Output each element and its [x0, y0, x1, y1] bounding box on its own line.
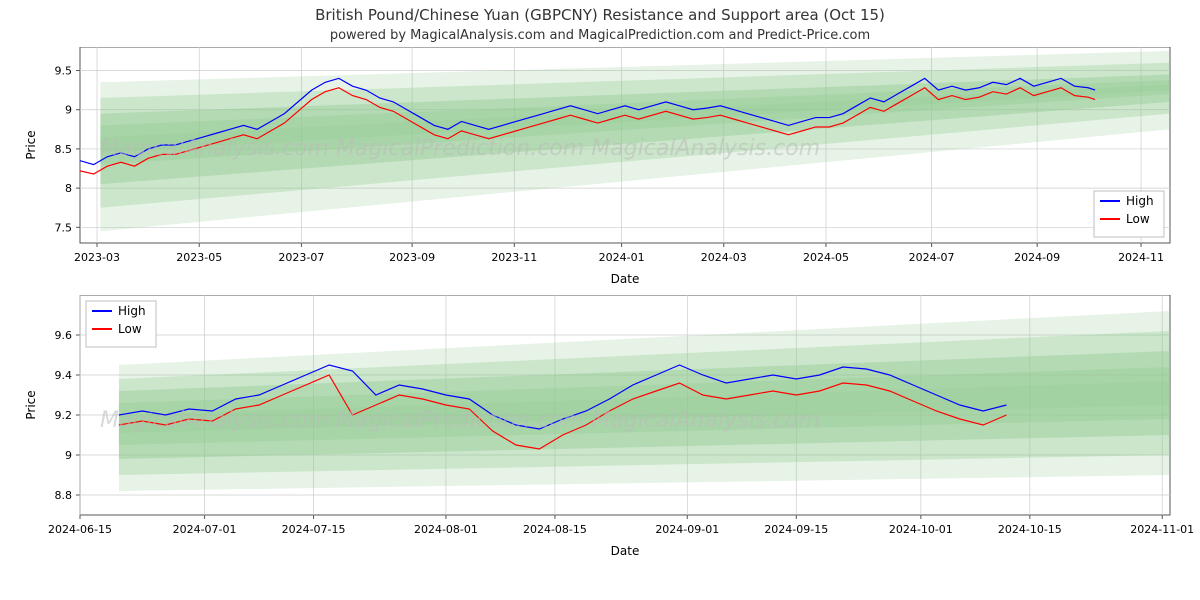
xtick-label: 2024-09-15	[764, 523, 828, 536]
top-chart: 7.5 8 8.5 9 9.5 2023-03 2023-05 2023-07 2023-09 2…	[0, 47, 1200, 295]
xtick-label: 2024-05	[803, 251, 849, 264]
xtick-label: 2023-05	[176, 251, 222, 264]
y-axis-label: Price	[24, 390, 38, 419]
xtick-label: 2024-09	[1014, 251, 1060, 264]
xtick-label: 2024-07-01	[173, 523, 237, 536]
ytick-label: 9.5	[55, 65, 73, 78]
page-subtitle: powered by MagicalAnalysis.com and Magic…	[0, 24, 1200, 47]
watermark-text: MagicalAnalysis.com MagicalPrediction.co…	[100, 136, 820, 161]
xtick-label: 2024-11-01	[1130, 523, 1194, 536]
xtick-label: 2023-09	[389, 251, 435, 264]
ytick-label: 9	[65, 449, 72, 462]
ytick-label: 9	[65, 104, 72, 117]
x-axis-label: Date	[611, 272, 640, 286]
ytick-label: 9.4	[55, 369, 73, 382]
xtick-label: 2024-10-01	[889, 523, 953, 536]
y-axis-label: Price	[24, 130, 38, 159]
legend-label: Low	[118, 322, 142, 336]
ytick-label: 8	[65, 182, 72, 195]
legend-label: Low	[1126, 212, 1150, 226]
xtick-label: 2024-07	[909, 251, 955, 264]
xtick-label: 2024-09-01	[655, 523, 719, 536]
ytick-label: 9.6	[55, 329, 73, 342]
xtick-label: 2023-07	[278, 251, 324, 264]
bottom-chart: 8.8 9 9.2 9.4 9.6 2024-06-15 2024-07-01 2024-07…	[0, 295, 1200, 575]
ytick-label: 8.8	[55, 489, 73, 502]
legend-label: High	[1126, 194, 1154, 208]
xtick-label: 2024-01	[599, 251, 645, 264]
xtick-label: 2024-06-15	[48, 523, 112, 536]
xtick-label: 2024-10-15	[998, 523, 1062, 536]
xtick-label: 2023-11	[491, 251, 537, 264]
watermark-text: MagicalAnalysis.com MagicalPrediction.co…	[100, 408, 820, 433]
x-axis-label: Date	[611, 544, 640, 558]
page-title: British Pound/Chinese Yuan (GBPCNY) Resi…	[0, 0, 1200, 24]
xtick-label: 2023-03	[74, 251, 120, 264]
xtick-label: 2024-11	[1118, 251, 1164, 264]
xtick-label: 2024-08-15	[523, 523, 587, 536]
ytick-label: 7.5	[55, 221, 73, 234]
xtick-label: 2024-07-15	[282, 523, 346, 536]
ytick-label: 9.2	[55, 409, 73, 422]
xtick-label: 2024-08-01	[414, 523, 478, 536]
xtick-label: 2024-03	[701, 251, 747, 264]
legend-label: High	[118, 304, 146, 318]
ytick-label: 8.5	[55, 143, 73, 156]
